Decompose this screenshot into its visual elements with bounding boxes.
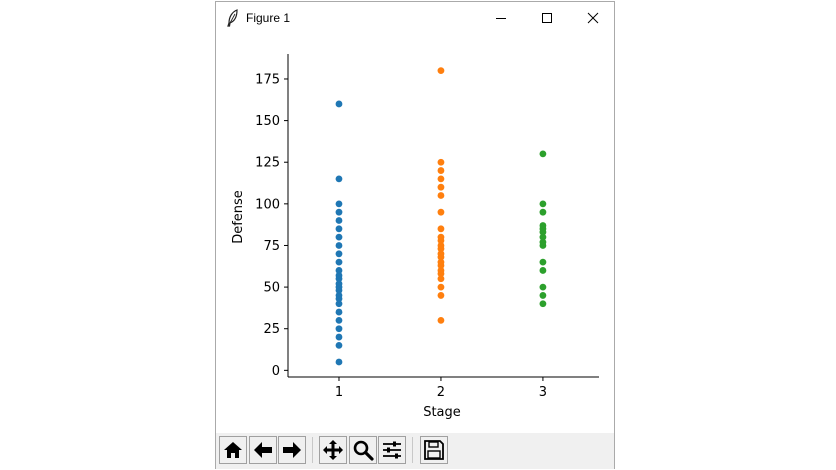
figure-window: Figure 1 0 25 50 75 100 125 150 175 1 2 3 Stage De…	[215, 1, 615, 469]
save-icon	[424, 440, 444, 460]
data-point-stage-3	[539, 233, 547, 241]
y-axis-label: Defense	[231, 190, 246, 244]
data-point-stage-1	[335, 225, 343, 233]
data-point-stage-1	[335, 267, 343, 274]
data-point-stage-1	[335, 200, 343, 208]
configure-subplots-button[interactable]	[378, 436, 406, 464]
zoom-icon	[353, 440, 374, 461]
back-arrow-icon	[254, 442, 272, 458]
data-point-stage-1	[335, 300, 343, 308]
data-point-stage-3	[539, 283, 547, 291]
data-point-stage-2	[437, 158, 445, 166]
data-point-stage-1	[335, 358, 343, 366]
data-point-stage-2	[437, 250, 445, 258]
data-point-stage-1	[335, 316, 343, 324]
navigation-toolbar	[216, 433, 614, 469]
home-button[interactable]	[219, 436, 247, 464]
home-icon	[224, 442, 242, 458]
toolbar-separator	[312, 437, 313, 463]
data-point-stage-1	[335, 258, 343, 266]
data-point-stage-1	[335, 175, 343, 183]
y-tick-label: 100	[255, 197, 280, 212]
data-point-stage-2	[437, 275, 445, 283]
maximize-button[interactable]	[524, 2, 570, 34]
feather-icon	[227, 9, 238, 27]
axes: 0 25 50 75 100 125 150 175 1 2 3	[255, 54, 599, 400]
data-point-stage-3	[539, 150, 547, 158]
data-point-stage-2	[437, 292, 445, 299]
x-axis-label: Stage	[423, 405, 461, 420]
data-point-stage-2	[437, 183, 445, 191]
data-point-stage-3	[539, 222, 547, 229]
data-point-stage-2	[437, 192, 445, 199]
pan-icon	[323, 440, 343, 460]
data-point-stage-3	[539, 208, 547, 216]
toolbar-separator	[412, 437, 413, 463]
data-point-stage-1	[335, 333, 343, 341]
data-point-stage-3	[539, 258, 547, 266]
data-point-stage-2	[437, 175, 445, 183]
y-tick-label: 150	[255, 114, 280, 129]
data-points	[335, 67, 547, 366]
data-point-stage-1	[335, 208, 343, 216]
x-tick-label: 2	[437, 385, 445, 400]
data-point-stage-2	[437, 267, 445, 274]
forward-button[interactable]	[278, 436, 306, 464]
data-point-stage-3	[539, 292, 547, 299]
x-tick-label: 3	[539, 385, 547, 400]
minimize-icon	[496, 18, 506, 19]
data-point-stage-1	[335, 233, 343, 241]
data-point-stage-2	[437, 233, 445, 241]
title-bar[interactable]: Figure 1	[216, 2, 614, 34]
data-point-stage-1	[335, 272, 343, 279]
save-button[interactable]	[420, 436, 448, 464]
zoom-button[interactable]	[349, 436, 377, 464]
data-point-stage-2	[437, 67, 445, 75]
data-point-stage-3	[539, 267, 547, 274]
y-tick-label: 75	[263, 239, 280, 254]
back-button[interactable]	[249, 436, 277, 464]
close-icon	[587, 12, 599, 24]
pan-button[interactable]	[319, 436, 347, 464]
y-tick-label: 50	[263, 281, 280, 296]
data-point-stage-3	[539, 238, 547, 246]
data-point-stage-1	[335, 280, 343, 288]
data-point-stage-1	[335, 325, 343, 333]
data-point-stage-1	[335, 308, 343, 316]
minimize-button[interactable]	[478, 2, 524, 34]
data-point-stage-3	[539, 300, 547, 308]
window-title: Figure 1	[246, 11, 291, 25]
data-point-stage-1	[335, 250, 343, 258]
scatter-chart: 0 25 50 75 100 125 150 175 1 2 3 Stage Defense	[231, 54, 599, 420]
data-point-stage-1	[335, 217, 343, 224]
forward-arrow-icon	[283, 442, 301, 458]
data-point-stage-1	[335, 242, 343, 249]
data-point-stage-2	[437, 242, 445, 249]
y-tick-label: 0	[272, 364, 280, 379]
y-tick-label: 175	[255, 72, 280, 87]
close-button[interactable]	[570, 2, 616, 34]
y-tick-label: 25	[263, 322, 280, 337]
data-point-stage-3	[539, 200, 547, 208]
data-point-stage-1	[335, 341, 343, 349]
data-point-stage-2	[437, 258, 445, 266]
data-point-stage-2	[437, 283, 445, 291]
maximize-icon	[542, 13, 552, 23]
data-point-stage-2	[437, 225, 445, 233]
data-point-stage-1	[335, 100, 343, 108]
data-point-stage-2	[437, 167, 445, 174]
configure-subplots-icon	[383, 441, 401, 459]
data-point-stage-2	[437, 208, 445, 216]
plot-canvas[interactable]: 0 25 50 75 100 125 150 175 1 2 3 Stage Defense	[216, 34, 614, 433]
x-tick-label: 1	[335, 385, 343, 400]
data-point-stage-1	[335, 292, 343, 299]
y-tick-label: 125	[255, 156, 280, 171]
data-point-stage-2	[437, 316, 445, 324]
